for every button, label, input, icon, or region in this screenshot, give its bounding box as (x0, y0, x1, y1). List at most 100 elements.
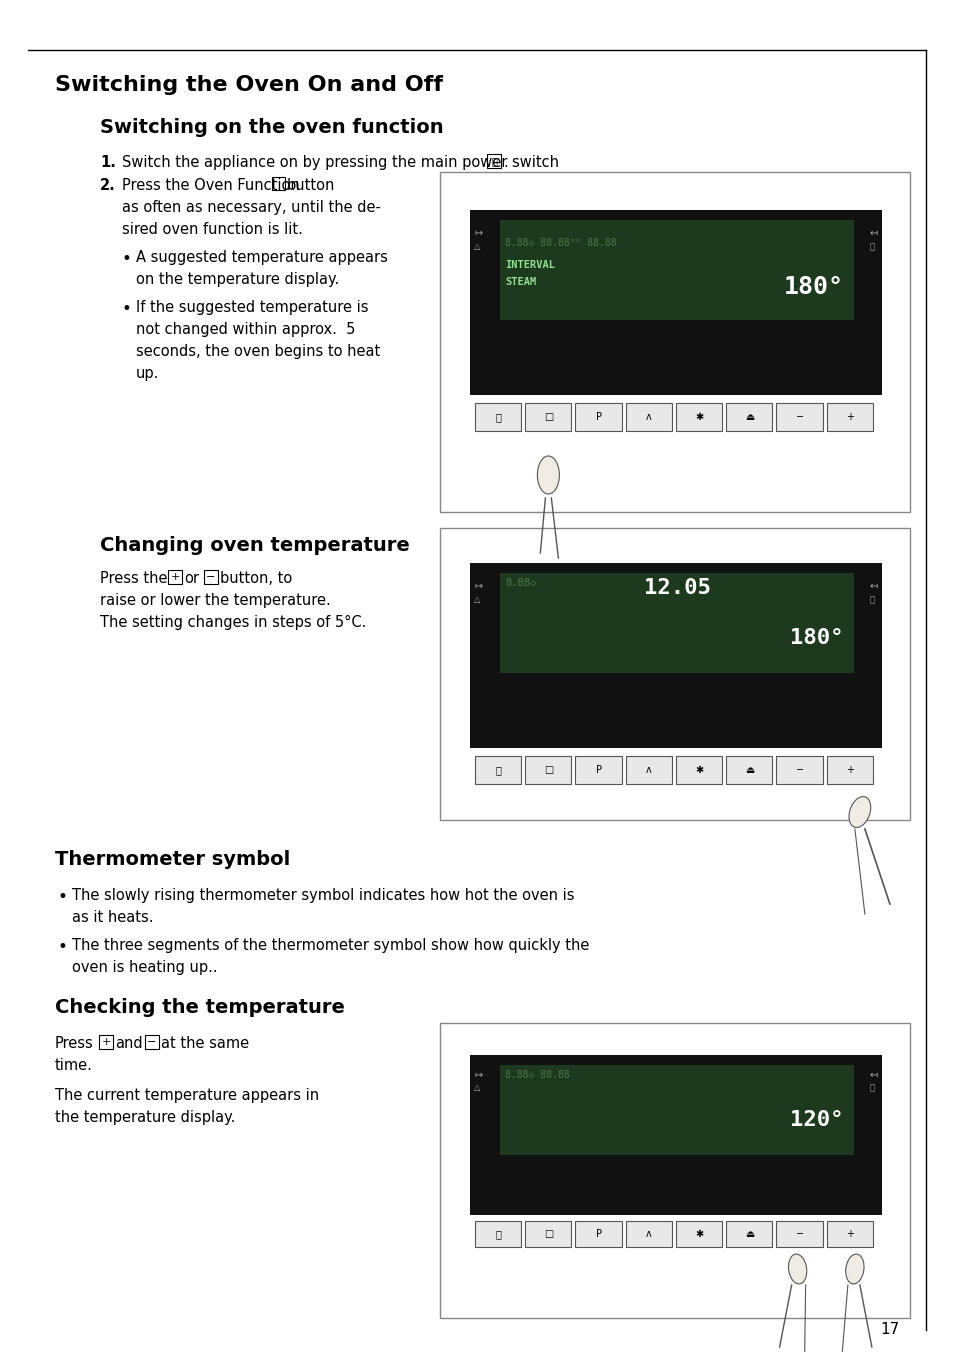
Bar (625, 1221, 671, 1247)
Bar (470, 1055, 882, 1215)
Text: STEAM: STEAM (504, 277, 536, 287)
Text: Press the Oven Function: Press the Oven Function (122, 178, 299, 193)
Bar (499, 1065, 853, 1155)
Text: •: • (122, 250, 132, 268)
Bar (475, 756, 520, 784)
Ellipse shape (537, 456, 558, 493)
Text: +: + (171, 572, 179, 581)
Text: ʌ: ʌ (645, 765, 651, 775)
Ellipse shape (787, 1255, 806, 1284)
Text: button, to: button, to (220, 571, 292, 585)
Text: ⏏: ⏏ (744, 765, 753, 775)
Text: ↦: ↦ (474, 228, 481, 238)
Text: the temperature display.: the temperature display. (55, 1110, 235, 1125)
Text: and: and (115, 1036, 143, 1051)
Text: oven is heating up..: oven is heating up.. (71, 960, 217, 975)
Bar (625, 403, 671, 431)
Bar (470, 210, 882, 395)
Bar (168, 571, 182, 584)
Text: ↤: ↤ (869, 1069, 877, 1080)
Text: •: • (58, 938, 68, 956)
Text: 180°: 180° (783, 274, 843, 299)
Text: 12.05: 12.05 (643, 579, 710, 598)
Bar (475, 1221, 520, 1247)
Text: ⏻: ⏻ (495, 412, 500, 422)
Text: as it heats.: as it heats. (71, 910, 153, 925)
Text: at the same: at the same (161, 1036, 249, 1051)
Text: sired oven function is lit.: sired oven function is lit. (122, 222, 302, 237)
Text: P: P (595, 412, 601, 422)
Bar (676, 403, 721, 431)
Text: ↦: ↦ (474, 581, 481, 591)
Bar (575, 756, 621, 784)
Text: −: − (147, 1037, 156, 1046)
Ellipse shape (848, 796, 870, 827)
Text: −: − (206, 572, 215, 581)
Text: not changed within approx.  5: not changed within approx. 5 (136, 322, 355, 337)
Bar (725, 756, 772, 784)
Text: +: + (845, 412, 853, 422)
Text: A suggested temperature appears: A suggested temperature appears (136, 250, 388, 265)
Bar (145, 1036, 159, 1049)
Bar (826, 756, 872, 784)
Text: Switching the Oven On and Off: Switching the Oven On and Off (55, 74, 442, 95)
Text: Press the: Press the (100, 571, 168, 585)
Text: 17: 17 (880, 1322, 899, 1337)
Bar (575, 1221, 621, 1247)
Bar (486, 154, 500, 168)
Bar (439, 1023, 909, 1318)
Text: up.: up. (136, 366, 159, 381)
Text: The current temperature appears in: The current temperature appears in (55, 1088, 319, 1103)
Bar (676, 756, 721, 784)
Bar (439, 172, 909, 512)
Bar (475, 403, 520, 431)
Text: .: . (502, 155, 507, 170)
Text: The setting changes in steps of 5°C.: The setting changes in steps of 5°C. (100, 615, 366, 630)
Text: raise or lower the temperature.: raise or lower the temperature. (100, 594, 331, 608)
Text: 120°: 120° (790, 1110, 843, 1130)
Text: 8.88◇ 88.88ⁿⁿ 88.88: 8.88◇ 88.88ⁿⁿ 88.88 (504, 238, 616, 247)
Text: ⏹: ⏹ (869, 1083, 874, 1092)
Text: or: or (184, 571, 199, 585)
Text: ⏻: ⏻ (495, 1229, 500, 1238)
Text: Switch the appliance on by pressing the main power switch: Switch the appliance on by pressing the … (122, 155, 558, 170)
Text: ⏻: ⏻ (495, 765, 500, 775)
Text: △: △ (474, 242, 480, 251)
Bar (776, 403, 821, 431)
Text: •: • (58, 888, 68, 906)
Bar (625, 756, 671, 784)
Text: −: − (795, 765, 802, 775)
Text: □: □ (543, 412, 553, 422)
Text: P: P (595, 765, 601, 775)
Bar (525, 1221, 571, 1247)
Text: seconds, the oven begins to heat: seconds, the oven begins to heat (136, 343, 380, 360)
Text: ✱: ✱ (695, 1229, 702, 1238)
Text: If the suggested temperature is: If the suggested temperature is (136, 300, 368, 315)
Text: The three segments of the thermometer symbol show how quickly the: The three segments of the thermometer sy… (71, 938, 589, 953)
Bar (826, 1221, 872, 1247)
Text: 8.88◇ 88.88: 8.88◇ 88.88 (504, 1069, 569, 1080)
Text: on the temperature display.: on the temperature display. (136, 272, 339, 287)
Text: −: − (795, 412, 802, 422)
Text: Checking the temperature: Checking the temperature (55, 998, 345, 1017)
Text: P: P (595, 1229, 601, 1238)
Text: ʌ: ʌ (645, 412, 651, 422)
Bar (272, 177, 285, 191)
Text: 180°: 180° (790, 627, 843, 648)
Text: ↤: ↤ (869, 581, 877, 591)
Text: button: button (287, 178, 335, 193)
Text: Press: Press (55, 1036, 93, 1051)
Text: The slowly rising thermometer symbol indicates how hot the oven is: The slowly rising thermometer symbol ind… (71, 888, 574, 903)
Text: ↦: ↦ (474, 1069, 481, 1080)
Bar (499, 220, 853, 320)
Text: □: □ (543, 1229, 553, 1238)
Bar (204, 571, 218, 584)
Text: ʌ: ʌ (645, 1229, 651, 1238)
Text: ✱: ✱ (695, 412, 702, 422)
Bar (826, 403, 872, 431)
Bar (470, 562, 882, 748)
Text: △: △ (474, 595, 480, 604)
Text: time.: time. (55, 1059, 92, 1073)
Text: +: + (101, 1037, 111, 1046)
Text: ⏏: ⏏ (744, 412, 753, 422)
